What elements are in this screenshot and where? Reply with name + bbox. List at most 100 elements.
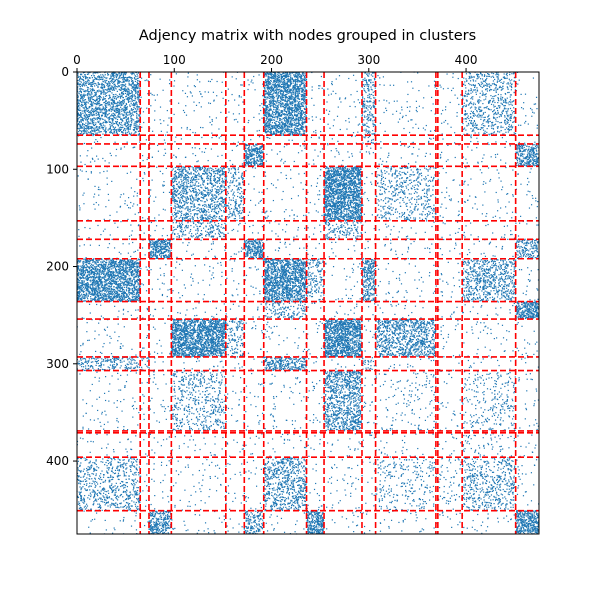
- matrix-point: [274, 81, 275, 82]
- matrix-point: [110, 122, 111, 123]
- matrix-point: [338, 106, 339, 107]
- matrix-point: [103, 107, 104, 108]
- matrix-point: [303, 132, 304, 133]
- matrix-point: [495, 119, 496, 120]
- matrix-point: [141, 78, 142, 79]
- matrix-point: [366, 101, 367, 102]
- matrix-point: [499, 107, 500, 108]
- matrix-point: [117, 75, 118, 76]
- matrix-point: [358, 99, 359, 100]
- matrix-point: [495, 87, 496, 88]
- matrix-point: [321, 76, 322, 77]
- matrix-point: [77, 106, 78, 107]
- matrix-point: [134, 104, 135, 105]
- matrix-point: [234, 119, 235, 120]
- matrix-point: [135, 92, 136, 93]
- matrix-point: [84, 143, 85, 144]
- matrix-point: [110, 128, 111, 129]
- matrix-point: [291, 129, 292, 130]
- matrix-point: [121, 109, 122, 110]
- matrix-point: [345, 98, 346, 99]
- matrix-point: [501, 87, 502, 88]
- matrix-point: [299, 103, 300, 104]
- matrix-point: [425, 129, 426, 130]
- matrix-point: [102, 84, 103, 85]
- matrix-point: [90, 106, 91, 107]
- matrix-point: [103, 96, 104, 97]
- matrix-point: [261, 103, 262, 104]
- matrix-point: [110, 78, 111, 79]
- matrix-point: [292, 120, 293, 121]
- matrix-point: [160, 123, 161, 124]
- matrix-point: [277, 111, 278, 112]
- matrix-point: [111, 129, 112, 130]
- matrix-point: [79, 115, 80, 116]
- matrix-point: [187, 127, 188, 128]
- matrix-point: [501, 90, 502, 91]
- matrix-point: [93, 133, 94, 134]
- matrix-point: [80, 74, 81, 75]
- matrix-point: [136, 132, 137, 133]
- matrix-point: [135, 98, 136, 99]
- matrix-point: [288, 85, 289, 86]
- matrix-point: [131, 103, 132, 104]
- matrix-point: [423, 97, 424, 98]
- matrix-point: [492, 83, 493, 84]
- matrix-point: [295, 104, 296, 105]
- matrix-point: [292, 115, 293, 116]
- matrix-point: [141, 127, 142, 128]
- matrix-point: [355, 116, 356, 117]
- matrix-point: [113, 82, 114, 83]
- matrix-point: [131, 115, 132, 116]
- matrix-point: [109, 124, 110, 125]
- matrix-point: [242, 141, 243, 142]
- matrix-point: [415, 124, 416, 125]
- matrix-point: [297, 78, 298, 79]
- matrix-point: [221, 92, 222, 93]
- matrix-point: [502, 97, 503, 98]
- matrix-point: [139, 124, 140, 125]
- matrix-point: [513, 117, 514, 118]
- matrix-point: [467, 96, 468, 97]
- matrix-point: [290, 79, 291, 80]
- matrix-point: [478, 132, 479, 133]
- matrix-point: [91, 97, 92, 98]
- matrix-point: [113, 116, 114, 117]
- matrix-point: [272, 98, 273, 99]
- matrix-point: [127, 127, 128, 128]
- matrix-point: [285, 94, 286, 95]
- matrix-point: [520, 125, 521, 126]
- matrix-point: [132, 97, 133, 98]
- matrix-point: [81, 82, 82, 83]
- matrix-point: [373, 143, 374, 144]
- matrix-point: [84, 107, 85, 108]
- matrix-point: [295, 123, 296, 124]
- matrix-point: [501, 79, 502, 80]
- matrix-point: [146, 108, 147, 109]
- matrix-point: [416, 107, 417, 108]
- matrix-point: [322, 88, 323, 89]
- matrix-point: [355, 80, 356, 81]
- matrix-point: [141, 97, 142, 98]
- matrix-point: [121, 92, 122, 93]
- matrix-point: [84, 91, 85, 92]
- matrix-point: [152, 157, 153, 158]
- matrix-point: [505, 100, 506, 101]
- matrix-point: [339, 75, 340, 76]
- matrix-point: [303, 130, 304, 131]
- matrix-point: [137, 129, 138, 130]
- matrix-point: [270, 106, 271, 107]
- matrix-point: [165, 153, 166, 154]
- matrix-point: [217, 156, 218, 157]
- matrix-point: [301, 120, 302, 121]
- matrix-point: [98, 130, 99, 131]
- matrix-point: [490, 109, 491, 110]
- matrix-point: [198, 160, 199, 161]
- matrix-point: [157, 145, 158, 146]
- matrix-point: [138, 85, 139, 86]
- matrix-point: [283, 97, 284, 98]
- matrix-point: [160, 106, 161, 107]
- matrix-point: [366, 79, 367, 80]
- matrix-point: [372, 123, 373, 124]
- matrix-point: [480, 129, 481, 130]
